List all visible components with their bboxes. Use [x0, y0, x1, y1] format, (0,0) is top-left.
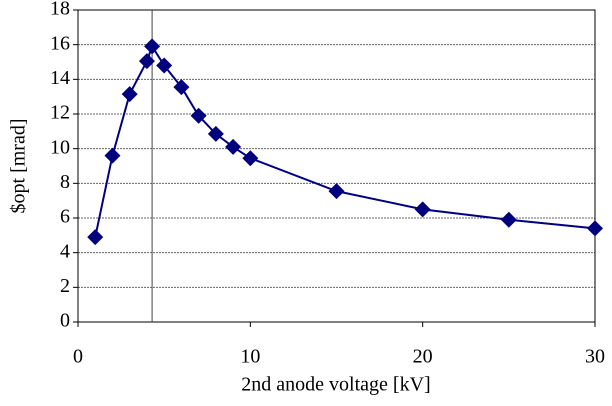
marker — [328, 183, 345, 200]
x-tick-label: 10 — [240, 346, 260, 368]
y-tick-label: 18 — [50, 0, 70, 20]
x-tick-label: 30 — [585, 346, 605, 368]
marker — [207, 125, 224, 142]
marker — [225, 138, 242, 155]
x-axis-label: 2nd anode voltage [kV] — [241, 374, 430, 396]
marker — [242, 150, 259, 167]
marker — [587, 220, 603, 237]
marker — [173, 79, 190, 96]
y-tick-label: 14 — [50, 67, 70, 89]
y-axis-label: $opt [mrad] — [8, 119, 30, 214]
y-tick-label: 2 — [60, 275, 70, 297]
y-tick-label: 0 — [60, 310, 70, 332]
y-tick-label: 6 — [60, 206, 70, 228]
marker — [190, 107, 207, 124]
marker — [104, 147, 121, 164]
series-line — [94, 44, 596, 238]
y-tick-label: 12 — [50, 102, 70, 124]
y-tick-label: 4 — [60, 240, 70, 262]
marker — [156, 57, 173, 74]
marker — [414, 201, 431, 218]
y-tick-label: 8 — [60, 171, 70, 193]
marker — [121, 86, 138, 103]
y-tick-label: 16 — [50, 32, 70, 54]
plot-frame — [77, 9, 596, 323]
x-tick-label: 20 — [413, 346, 433, 368]
marker — [87, 229, 104, 246]
marker — [144, 38, 161, 55]
x-tick-label: 0 — [73, 346, 83, 368]
marker — [500, 211, 517, 228]
y-tick-label: 10 — [50, 136, 70, 158]
marker — [138, 53, 155, 70]
